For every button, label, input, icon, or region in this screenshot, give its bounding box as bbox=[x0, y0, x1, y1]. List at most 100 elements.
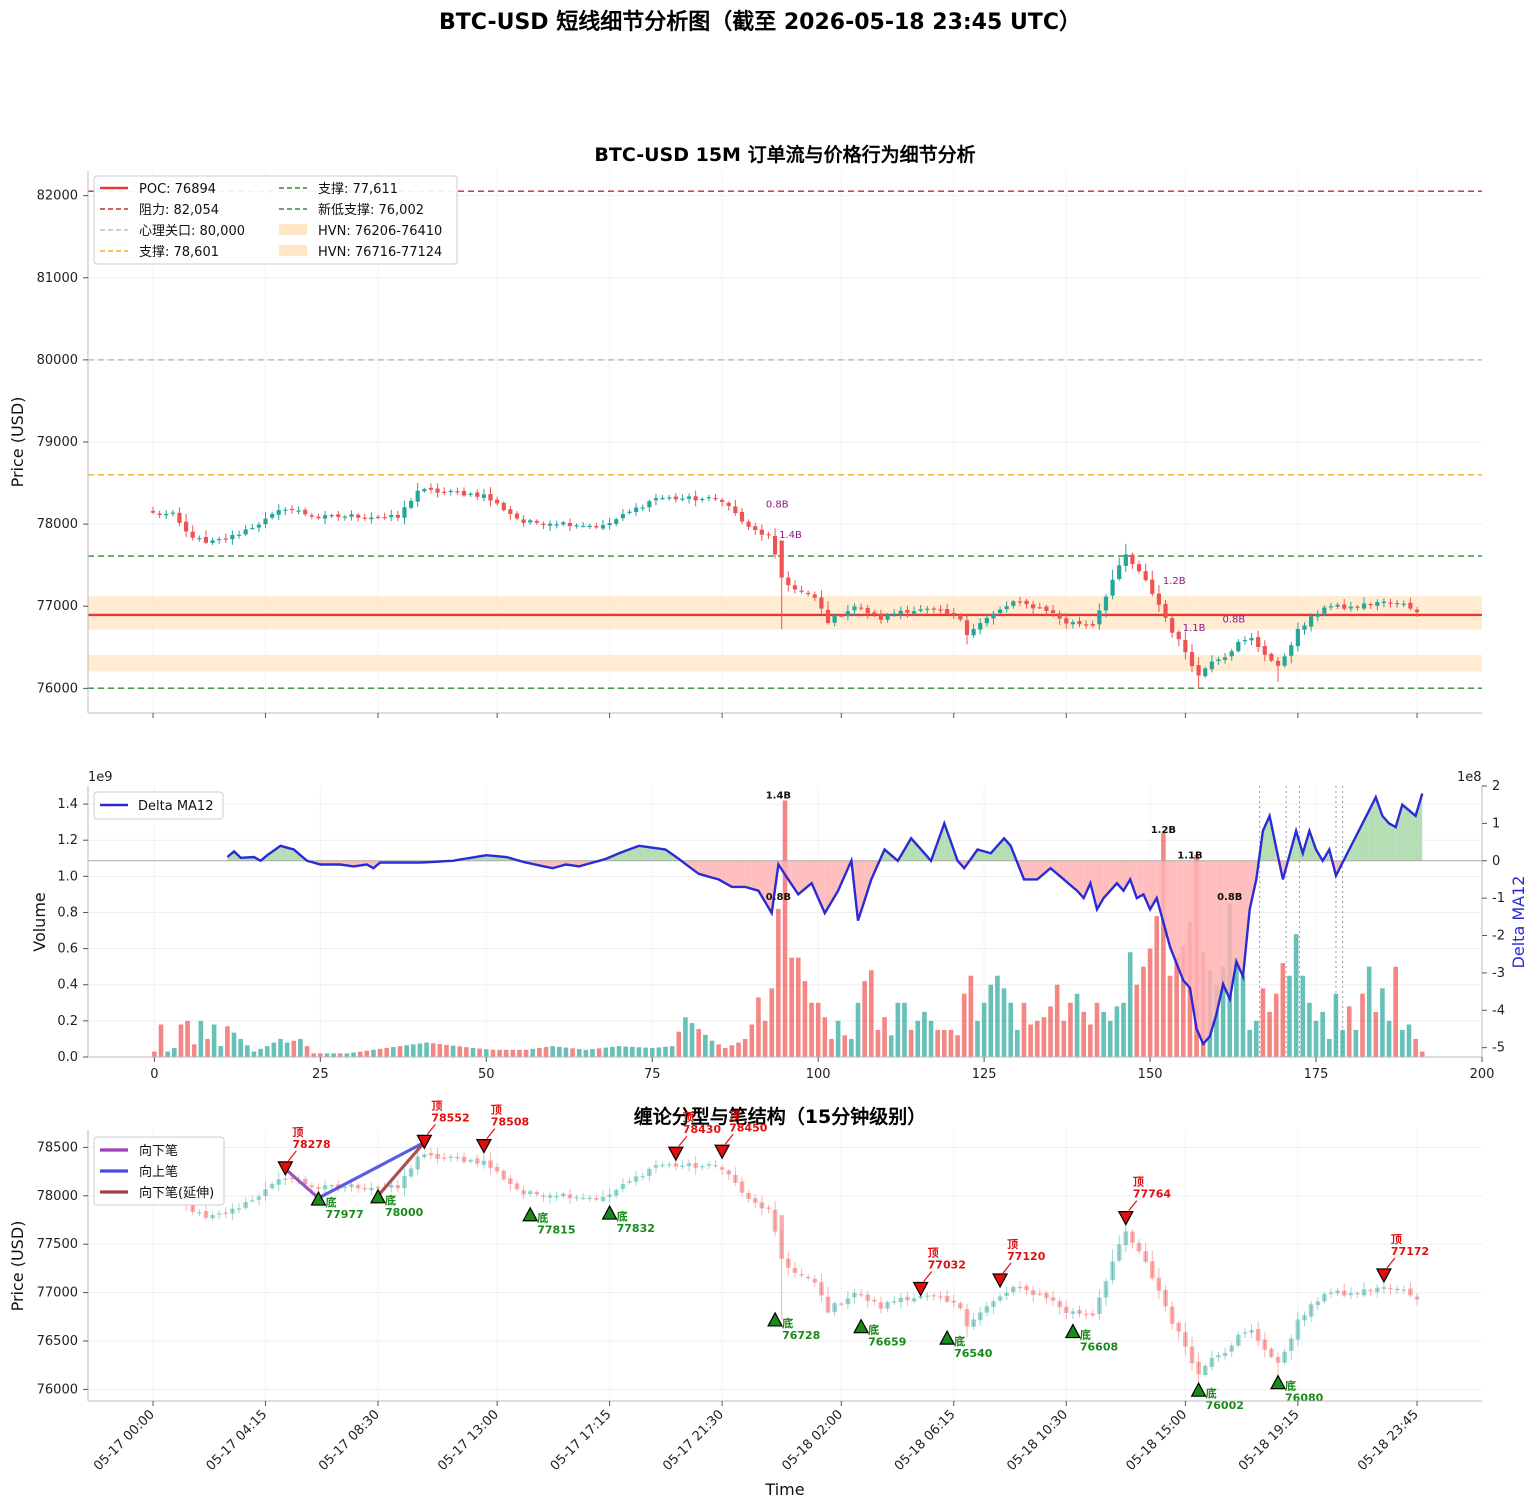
bottom-fractal-value: 76728 bbox=[782, 1329, 820, 1342]
panel1-y-tick-label: 82000 bbox=[37, 189, 78, 204]
volume-bar bbox=[709, 1040, 715, 1057]
volume-bar bbox=[1021, 1002, 1027, 1057]
candle-body bbox=[938, 1296, 943, 1298]
candle-body bbox=[336, 514, 341, 517]
volume-bar bbox=[875, 1029, 881, 1057]
candle-body bbox=[1368, 1289, 1373, 1292]
volume-bar bbox=[1107, 1020, 1113, 1057]
delta-fill-segment bbox=[1150, 860, 1157, 910]
panel2-y2-ticks: -5 -4 -3 -2 -1 0 1 2 bbox=[1482, 779, 1505, 1056]
candle-body bbox=[349, 1184, 354, 1188]
candle-body bbox=[1408, 1288, 1413, 1296]
volume-bar bbox=[610, 1046, 615, 1057]
candle-body bbox=[991, 1301, 996, 1307]
top-fractal-arrow bbox=[724, 1133, 734, 1145]
panel2-y-tick-label: 1.4 bbox=[57, 797, 78, 812]
candle-body bbox=[362, 1188, 368, 1190]
candle-body bbox=[236, 1208, 242, 1210]
top-fractal-marker bbox=[416, 1134, 433, 1150]
candle-body bbox=[1090, 1313, 1096, 1316]
volume-bar bbox=[776, 908, 781, 1057]
candle-body bbox=[270, 514, 275, 518]
legend-label: 向下笔(延伸) bbox=[139, 1185, 214, 1201]
delta-fill-segment bbox=[1070, 860, 1078, 891]
legend-label: 支撑: 78,601 bbox=[139, 245, 219, 260]
candle-body bbox=[1236, 641, 1241, 652]
panel3-y-tick-label: 78500 bbox=[37, 1140, 78, 1155]
candle-body bbox=[236, 534, 242, 536]
bottom-fractal-marker bbox=[853, 1318, 870, 1334]
volume-bar bbox=[868, 970, 874, 1057]
panel2-y-tick-label: 0.4 bbox=[57, 978, 78, 993]
panel2-x-tick-label: 25 bbox=[312, 1067, 329, 1082]
candle-body bbox=[1196, 665, 1201, 676]
delta-fill-segment bbox=[1216, 860, 1224, 1015]
candle-body bbox=[296, 510, 301, 512]
panel3-x-tick-label: 05-17 08:30 bbox=[316, 1407, 383, 1474]
panel3-candles bbox=[150, 1147, 1420, 1390]
delta-fill-segment bbox=[698, 860, 706, 876]
volume-bar bbox=[802, 981, 808, 1057]
candle-body bbox=[1302, 1315, 1307, 1321]
candle-body bbox=[276, 510, 281, 515]
candle-body bbox=[1017, 1286, 1023, 1289]
bottom-fractal-tag: 底 bbox=[617, 1209, 628, 1223]
candle-body bbox=[1097, 1297, 1102, 1314]
bottom-fractal-tag: 底 bbox=[782, 1316, 793, 1330]
delta-fill-segment bbox=[1170, 860, 1177, 964]
candle-body bbox=[223, 1212, 229, 1214]
volume-bar bbox=[1406, 1024, 1412, 1057]
candle-body bbox=[812, 1278, 818, 1283]
top-fractal-value: 78430 bbox=[683, 1123, 722, 1136]
candle-body bbox=[408, 1168, 414, 1177]
candle-body bbox=[997, 1296, 1003, 1301]
panel3-x-tick-label: 05-18 02:00 bbox=[779, 1407, 846, 1474]
candle-body bbox=[1335, 1290, 1340, 1294]
top-fractal-tag: 顶 bbox=[1391, 1233, 1402, 1246]
candle-body bbox=[395, 515, 400, 518]
candle-body bbox=[1083, 1313, 1089, 1316]
candle-body bbox=[792, 1267, 798, 1273]
candle-body bbox=[250, 527, 255, 530]
delta-fill-segment bbox=[632, 845, 639, 861]
delta-fill-segment bbox=[1256, 830, 1263, 880]
volume-bar bbox=[1413, 1038, 1418, 1057]
delta-ma12-line bbox=[226, 793, 1424, 1047]
candle-body bbox=[210, 540, 215, 544]
legend-swatch bbox=[279, 224, 307, 235]
candle-body bbox=[640, 1176, 646, 1178]
top-fractal-marker bbox=[667, 1146, 684, 1162]
candle-body bbox=[1183, 1332, 1188, 1347]
candle-body bbox=[1130, 1231, 1135, 1243]
candle-body bbox=[1202, 1365, 1208, 1375]
top-fractal-tag: 顶 bbox=[1007, 1238, 1018, 1251]
candle-body bbox=[177, 512, 182, 523]
candle-body bbox=[534, 520, 539, 523]
candle-body bbox=[752, 1198, 758, 1203]
volume-bar bbox=[165, 1051, 170, 1057]
panel3-y-tick-label: 76000 bbox=[37, 1382, 78, 1397]
volume-bar bbox=[902, 1002, 907, 1057]
volume-bar bbox=[1154, 916, 1160, 1057]
bottom-fractal-tag: 底 bbox=[1285, 1379, 1296, 1393]
bottom-fractal-marker bbox=[522, 1206, 539, 1222]
volume-bar bbox=[689, 1023, 695, 1057]
volume-bar bbox=[225, 1026, 230, 1057]
volume-bar bbox=[304, 1046, 310, 1057]
volume-bar bbox=[470, 1047, 476, 1057]
volume-bar bbox=[1393, 966, 1399, 1057]
candle-body bbox=[474, 1158, 480, 1164]
level-lines bbox=[88, 190, 1482, 689]
volume-bar bbox=[231, 1032, 237, 1057]
candle-body bbox=[825, 609, 831, 624]
candle-body bbox=[613, 1190, 619, 1196]
candle-body bbox=[309, 1185, 315, 1188]
volume-bar bbox=[1313, 1020, 1319, 1057]
candle-body bbox=[700, 498, 705, 501]
volume-bar bbox=[530, 1048, 536, 1057]
volume-bar bbox=[1353, 1029, 1359, 1057]
volume-bar bbox=[284, 1042, 290, 1057]
volume-bar bbox=[1300, 975, 1306, 1057]
candle-body bbox=[481, 1160, 487, 1165]
volume-bar bbox=[915, 1020, 921, 1057]
